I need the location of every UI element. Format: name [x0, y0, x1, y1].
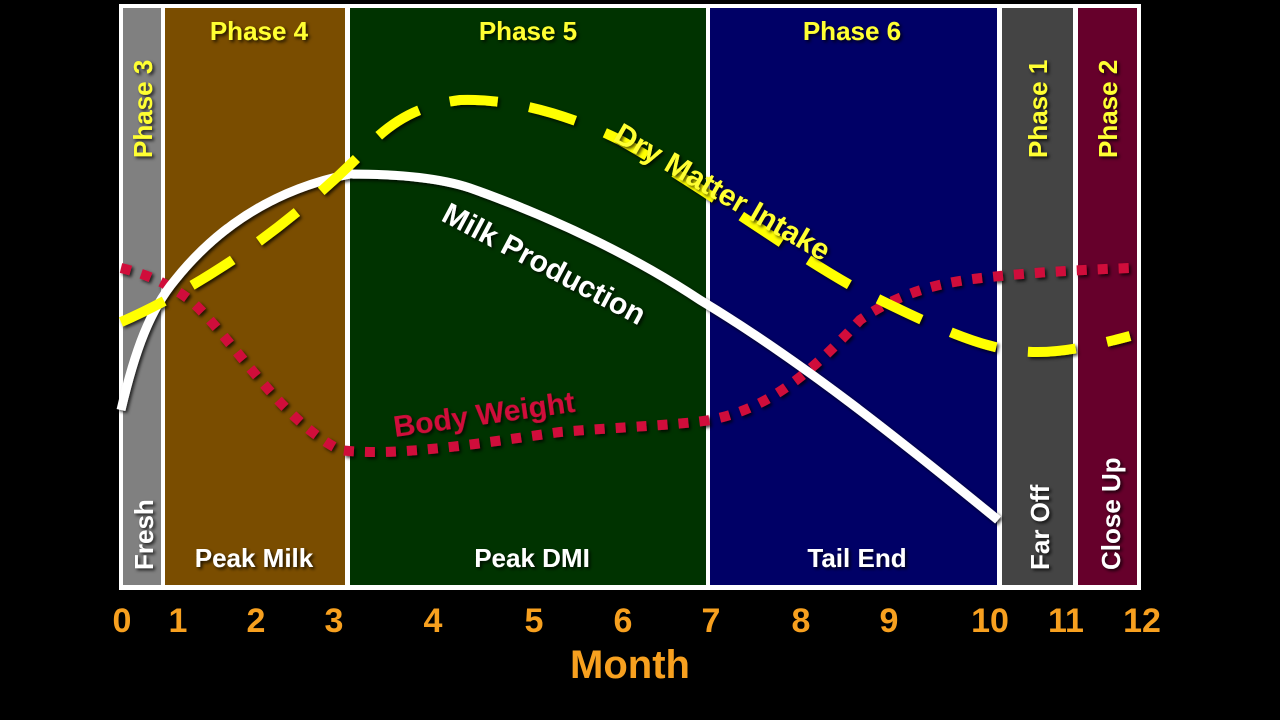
- x-tick: 10: [971, 602, 1009, 640]
- x-axis: 0 1 2 3 4 5 6 7 8 9 10 11 12 Month: [113, 602, 1161, 687]
- phase1-band: [1002, 8, 1073, 585]
- x-tick: 7: [702, 602, 721, 640]
- phase-bands: [123, 8, 1137, 585]
- x-tick: 0: [113, 602, 132, 640]
- milk-production-curve: [116, 169, 1001, 524]
- dry-matter-intake-curve: [119, 94, 1132, 357]
- x-tick: 8: [792, 602, 811, 640]
- x-tick: 6: [614, 602, 633, 640]
- x-tick: 9: [880, 602, 899, 640]
- body-weight-curve: [119, 263, 1131, 457]
- stage-tail-end: Tail End: [807, 543, 906, 573]
- stage-peak-dmi: Peak DMI: [474, 543, 590, 573]
- x-tick: 4: [424, 602, 443, 640]
- stage-fresh: Fresh: [129, 499, 159, 570]
- x-tick: 11: [1048, 602, 1084, 640]
- x-tick: 1: [169, 602, 188, 640]
- phase6-band: [710, 8, 997, 585]
- phase6-title: Phase 6: [803, 16, 901, 46]
- phase3-band: [123, 8, 161, 585]
- stage-peak-milk: Peak Milk: [195, 543, 314, 573]
- x-tick: 3: [325, 602, 344, 640]
- x-tick: 5: [525, 602, 544, 640]
- x-tick: 2: [247, 602, 266, 640]
- phase5-band: [350, 8, 706, 585]
- stage-close-up: Close Up: [1096, 457, 1126, 570]
- x-axis-label: Month: [570, 643, 690, 687]
- x-tick: 12: [1123, 602, 1161, 640]
- phase1-title: Phase 1: [1023, 60, 1053, 158]
- phase4-band: [165, 8, 345, 585]
- stage-far-off: Far Off: [1025, 484, 1055, 570]
- phase5-title: Phase 5: [479, 16, 577, 46]
- phase3-title: Phase 3: [128, 60, 158, 158]
- phase2-band: [1078, 8, 1137, 585]
- phase4-title: Phase 4: [210, 16, 309, 46]
- phase2-title: Phase 2: [1093, 60, 1123, 158]
